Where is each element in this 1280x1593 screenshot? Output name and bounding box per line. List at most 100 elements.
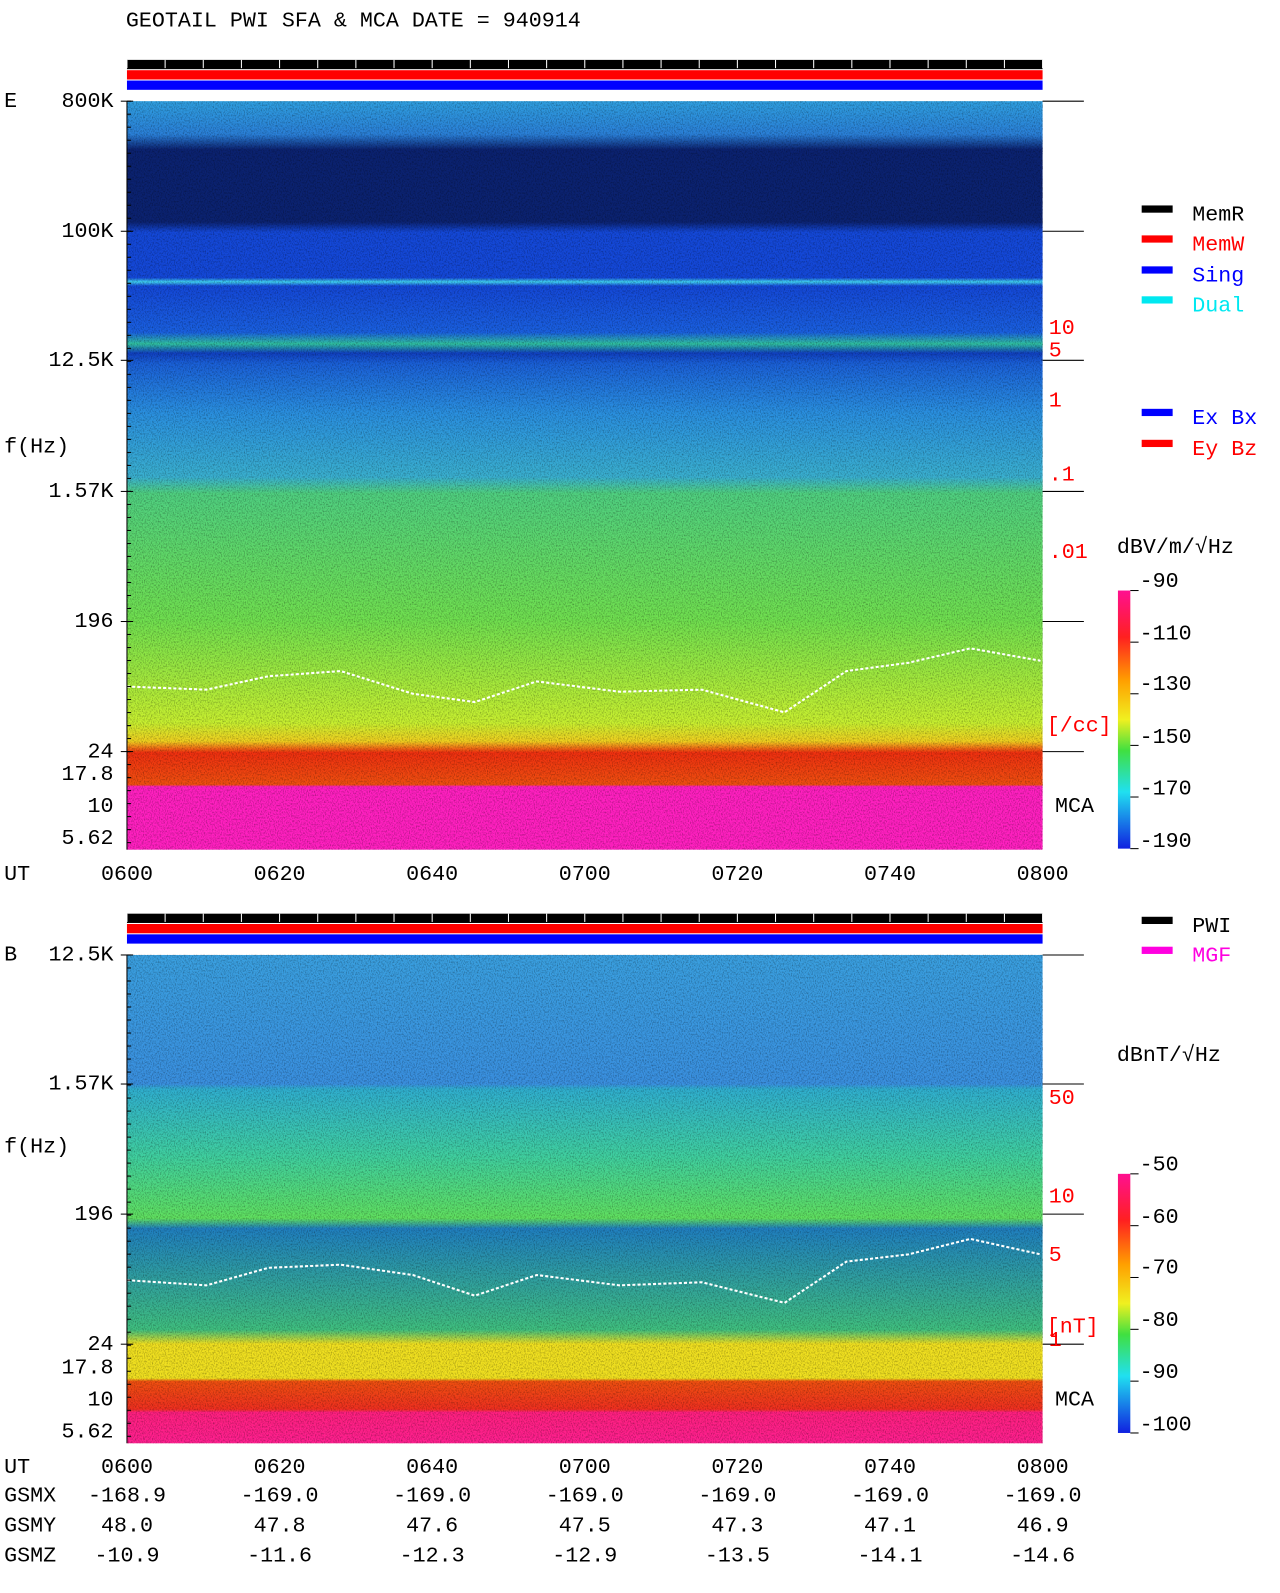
freq-tick-label: 17.8 <box>62 1356 114 1381</box>
freq-tick-label: 5.62 <box>62 826 114 851</box>
orbit-value: 47.6 <box>406 1514 458 1539</box>
orbit-label: GSMY <box>4 1514 56 1539</box>
time-tick-label: 0620 <box>254 862 306 887</box>
density-tick-label: 1 <box>1049 388 1062 413</box>
legend-swatch <box>1141 296 1173 304</box>
density-trace <box>126 647 1041 714</box>
density-tick-label: 1 <box>1049 1328 1062 1353</box>
density-tick-label: 5 <box>1049 1243 1062 1268</box>
freq-tick-label: 5.62 <box>62 1420 114 1445</box>
legend-swatch <box>1141 235 1173 243</box>
orbit-value: 46.9 <box>1017 1514 1069 1539</box>
colorbar <box>1117 1173 1131 1433</box>
orbit-value: -14.6 <box>1010 1544 1075 1569</box>
spectrogram-noise <box>126 954 1043 1444</box>
colorbar-tick-label: -150 <box>1140 725 1192 750</box>
title: GEOTAIL PWI SFA & MCA DATE = 940914 <box>126 8 581 33</box>
legend-label: PWI <box>1192 914 1231 939</box>
time-tick-label: 0700 <box>559 1455 611 1480</box>
freq-tick-label: 10 <box>88 794 114 819</box>
panel-label: B <box>4 943 17 968</box>
density-label: [nT] <box>1047 1314 1099 1339</box>
time-tick-label: 0600 <box>101 862 153 887</box>
freq-tick-label: 100K <box>62 219 114 244</box>
legend-label: Ex Bx <box>1192 406 1257 431</box>
orbit-value: -12.9 <box>552 1544 617 1569</box>
density-tick-label: .1 <box>1049 463 1075 488</box>
time-tick-label: 0800 <box>1017 1455 1069 1480</box>
freq-tick-label: 1.57K <box>49 1072 114 1097</box>
legend-swatch <box>1141 916 1173 925</box>
freq-tick-label: 196 <box>75 609 114 634</box>
orbit-value: -169.0 <box>393 1484 471 1509</box>
time-tick-label: 0700 <box>559 862 611 887</box>
colorbar <box>1117 590 1131 849</box>
legend-swatch <box>1141 946 1173 954</box>
colorbar-tick-label: -70 <box>1140 1256 1179 1281</box>
time-tick-label: 0600 <box>101 1455 153 1480</box>
density-tick-label: 5 <box>1049 339 1062 364</box>
panel-label: E <box>4 89 17 114</box>
time-tick-label: 0640 <box>406 1455 458 1480</box>
orbit-value: -10.9 <box>94 1544 159 1569</box>
time-label: UT <box>4 1455 30 1480</box>
freq-tick-label: 1.57K <box>49 479 114 504</box>
colorbar-tick-label: -90 <box>1140 1360 1179 1385</box>
orbit-label: GSMX <box>4 1484 56 1509</box>
time-tick-label: 0800 <box>1017 862 1069 887</box>
legend-label: Dual <box>1192 293 1244 318</box>
freq-tick-label: 10 <box>88 1388 114 1413</box>
colorbar-tick-label: -170 <box>1140 776 1192 801</box>
colorbar-tick-label: -60 <box>1140 1205 1179 1230</box>
density-tick-label: 10 <box>1049 316 1075 341</box>
legend-swatch <box>1141 205 1173 213</box>
colorbar-unit: dBV/m/√Hz <box>1117 535 1234 560</box>
freq-tick-label: 24 <box>88 1332 114 1357</box>
legend-label: MemR <box>1192 202 1244 227</box>
time-tick-label: 0740 <box>864 1455 916 1480</box>
freq-tick-label: 12.5K <box>49 348 114 373</box>
orbit-value: 47.5 <box>559 1514 611 1539</box>
legend-label: MGF <box>1192 944 1231 969</box>
orbit-value: -13.5 <box>705 1544 770 1569</box>
colorbar-tick-label: -110 <box>1140 622 1192 647</box>
y-axis-label: f(Hz) <box>4 1135 69 1160</box>
orbit-value: -169.0 <box>1004 1484 1082 1509</box>
time-tick-label: 0640 <box>406 862 458 887</box>
orbit-value: 47.1 <box>864 1514 916 1539</box>
legend-label: MemW <box>1192 232 1244 257</box>
orbit-value: -11.6 <box>247 1544 312 1569</box>
orbit-value: -169.0 <box>698 1484 776 1509</box>
colorbar-tick-label: -190 <box>1140 829 1192 854</box>
legend-label: Ey Bz <box>1192 437 1257 462</box>
status-bar <box>126 924 1043 934</box>
y-axis-label: f(Hz) <box>4 435 69 460</box>
freq-tick-label: 800K <box>62 89 114 114</box>
colorbar-tick-label: -50 <box>1140 1152 1179 1177</box>
time-tick-label: 0720 <box>711 1455 763 1480</box>
orbit-value: 47.8 <box>254 1514 306 1539</box>
status-bar <box>126 70 1043 80</box>
density-label: [/cc] <box>1047 713 1112 738</box>
orbit-value: -12.3 <box>400 1544 465 1569</box>
colorbar-tick-label: -130 <box>1140 672 1192 697</box>
colorbar-tick-label: -80 <box>1140 1308 1179 1333</box>
time-label: UT <box>4 862 30 887</box>
time-tick-label: 0740 <box>864 862 916 887</box>
colorbar-tick-label: -100 <box>1140 1412 1192 1437</box>
legend-label: Sing <box>1192 263 1244 288</box>
freq-tick-label: 196 <box>75 1202 114 1227</box>
orbit-value: -168.9 <box>88 1484 166 1509</box>
time-tick-label: 0720 <box>711 862 763 887</box>
legend-swatch <box>1141 408 1173 417</box>
orbit-value: 47.3 <box>711 1514 763 1539</box>
orbit-value: -169.0 <box>851 1484 929 1509</box>
freq-tick-label: 17.8 <box>62 762 114 787</box>
density-tick-label: 10 <box>1049 1184 1075 1209</box>
time-tick-label: 0620 <box>254 1455 306 1480</box>
status-bar <box>126 934 1043 944</box>
mca-label: MCA <box>1055 794 1094 819</box>
legend-swatch <box>1141 439 1173 448</box>
orbit-value: 48.0 <box>101 1514 153 1539</box>
